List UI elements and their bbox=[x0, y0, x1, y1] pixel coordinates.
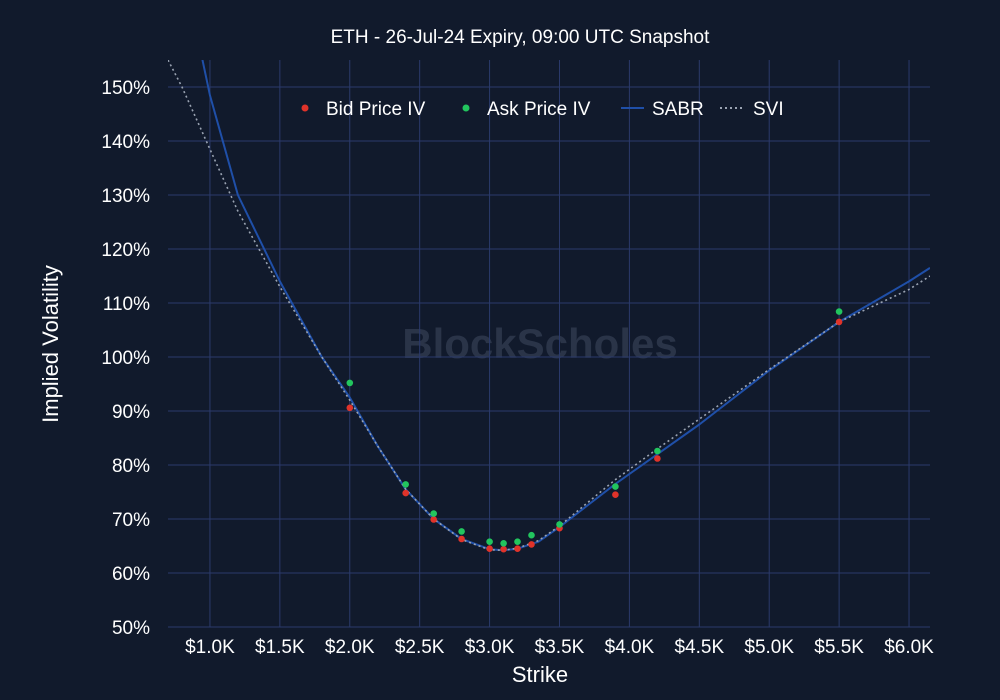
legend-item-sabr[interactable]: SABR bbox=[621, 99, 704, 120]
legend-item-bid[interactable]: Bid Price IV bbox=[301, 99, 426, 120]
y-tick-label: 100% bbox=[101, 348, 150, 369]
y-axis-title: Implied Volatility bbox=[38, 265, 63, 423]
bid-iv-point[interactable] bbox=[430, 516, 438, 523]
legend-sabr-label: SABR bbox=[652, 99, 704, 120]
ask-iv-point[interactable] bbox=[514, 538, 521, 545]
y-tick-label: 130% bbox=[101, 186, 150, 207]
ticks-layer: $1.0K $1.5K $2.0K $2.5K $3.0K $3.5K $4.0K $4.5K… bbox=[101, 78, 934, 658]
legend-item-svi[interactable]: SVI bbox=[720, 99, 784, 120]
x-tick-label: $3.0K bbox=[465, 637, 515, 658]
y-tick-label: 110% bbox=[103, 294, 150, 315]
legend-item-ask[interactable]: Ask Price IV bbox=[462, 99, 591, 120]
x-tick-label: $1.5K bbox=[255, 637, 305, 658]
y-tick-label: 50% bbox=[112, 618, 150, 639]
ask-iv-point[interactable] bbox=[654, 447, 661, 455]
ask-iv-point[interactable] bbox=[528, 531, 535, 539]
bid-iv-point[interactable] bbox=[654, 455, 661, 462]
ask-iv-point[interactable] bbox=[346, 379, 354, 387]
ask-iv-point[interactable] bbox=[402, 481, 410, 488]
points-layer bbox=[346, 308, 843, 553]
x-axis-title: Strike bbox=[512, 662, 568, 687]
y-tick-label: 60% bbox=[112, 564, 150, 585]
ask-iv-point[interactable] bbox=[612, 483, 619, 490]
x-tick-label: $2.0K bbox=[325, 637, 375, 658]
x-tick-label: $5.5K bbox=[814, 637, 864, 658]
y-tick-label: 70% bbox=[112, 510, 150, 531]
ask-iv-point[interactable] bbox=[430, 510, 438, 517]
y-tick-label: 90% bbox=[112, 402, 150, 423]
bid-iv-point[interactable] bbox=[346, 404, 354, 412]
bid-iv-point[interactable] bbox=[402, 489, 410, 497]
bid-iv-point[interactable] bbox=[486, 545, 493, 552]
ask-iv-point[interactable] bbox=[458, 528, 465, 535]
x-tick-label: $4.0K bbox=[605, 637, 655, 658]
legend-ask-label: Ask Price IV bbox=[487, 99, 591, 120]
legend-bid-marker bbox=[301, 104, 309, 112]
ask-iv-point[interactable] bbox=[556, 521, 563, 528]
ask-iv-point[interactable] bbox=[835, 308, 843, 315]
bid-iv-point[interactable] bbox=[514, 545, 521, 552]
x-tick-label: $3.5K bbox=[535, 637, 585, 658]
bid-iv-point[interactable] bbox=[458, 535, 465, 543]
x-tick-label: $6.0K bbox=[884, 637, 934, 658]
y-tick-label: 140% bbox=[101, 132, 150, 153]
ask-iv-point[interactable] bbox=[486, 538, 493, 545]
legend: Bid Price IV Ask Price IV SABR SVI bbox=[301, 99, 784, 120]
legend-svi-label: SVI bbox=[753, 99, 784, 120]
bid-iv-point[interactable] bbox=[612, 491, 619, 499]
y-tick-label: 150% bbox=[101, 78, 150, 99]
x-tick-label: $5.0K bbox=[744, 637, 794, 658]
x-tick-label: $2.5K bbox=[395, 637, 445, 658]
bid-iv-point[interactable] bbox=[528, 541, 535, 548]
chart-title: ETH - 26-Jul-24 Expiry, 09:00 UTC Snapsh… bbox=[331, 27, 710, 48]
x-tick-label: $1.0K bbox=[185, 637, 235, 658]
ask-iv-point[interactable] bbox=[500, 540, 507, 547]
y-tick-label: 80% bbox=[112, 456, 150, 477]
grid-layer bbox=[168, 60, 930, 628]
bid-iv-point[interactable] bbox=[835, 318, 843, 326]
y-tick-label: 120% bbox=[101, 240, 150, 261]
bid-iv-point[interactable] bbox=[500, 545, 507, 553]
legend-ask-marker bbox=[462, 104, 470, 112]
x-tick-label: $4.5K bbox=[674, 637, 724, 658]
chart-watermark: BlockScholes bbox=[402, 320, 677, 367]
legend-bid-label: Bid Price IV bbox=[326, 99, 426, 120]
